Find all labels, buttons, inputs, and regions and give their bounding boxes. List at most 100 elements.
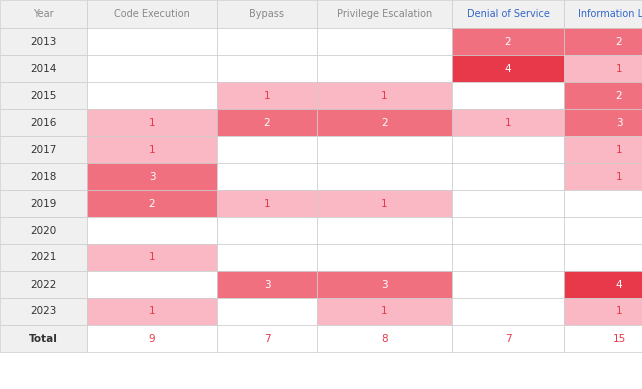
Bar: [0, 163, 87, 190]
Bar: [317, 325, 452, 352]
Text: 2016: 2016: [30, 117, 56, 128]
Text: 4: 4: [505, 63, 511, 74]
Bar: [87, 0, 217, 28]
Bar: [87, 163, 217, 190]
Text: 2017: 2017: [30, 144, 56, 154]
Bar: [0, 82, 87, 109]
Text: 2013: 2013: [30, 37, 56, 47]
Bar: [0, 190, 87, 217]
Text: 2014: 2014: [30, 63, 56, 74]
Bar: [217, 136, 317, 163]
Bar: [87, 271, 217, 298]
Bar: [317, 136, 452, 163]
Text: 3: 3: [381, 280, 388, 289]
Text: 1: 1: [264, 91, 270, 100]
Bar: [564, 325, 642, 352]
Text: 4: 4: [616, 280, 622, 289]
Bar: [0, 217, 87, 244]
Text: Denial of Service: Denial of Service: [467, 9, 550, 19]
Text: 1: 1: [149, 307, 155, 317]
Bar: [217, 298, 317, 325]
Bar: [217, 325, 317, 352]
Bar: [452, 163, 564, 190]
Bar: [0, 136, 87, 163]
Bar: [217, 109, 317, 136]
Text: 1: 1: [149, 117, 155, 128]
Text: 1: 1: [264, 198, 270, 209]
Text: 2022: 2022: [30, 280, 56, 289]
Bar: [0, 109, 87, 136]
Bar: [452, 55, 564, 82]
Bar: [317, 55, 452, 82]
Bar: [87, 298, 217, 325]
Text: 2: 2: [149, 198, 155, 209]
Bar: [317, 82, 452, 109]
Bar: [564, 109, 642, 136]
Bar: [317, 217, 452, 244]
Bar: [217, 163, 317, 190]
Text: 1: 1: [149, 144, 155, 154]
Bar: [87, 217, 217, 244]
Bar: [452, 82, 564, 109]
Text: 2: 2: [616, 91, 622, 100]
Bar: [317, 244, 452, 271]
Bar: [564, 28, 642, 55]
Bar: [564, 163, 642, 190]
Text: 1: 1: [616, 144, 622, 154]
Bar: [317, 190, 452, 217]
Bar: [0, 55, 87, 82]
Text: 2018: 2018: [30, 172, 56, 182]
Bar: [452, 298, 564, 325]
Text: Bypass: Bypass: [250, 9, 284, 19]
Bar: [452, 0, 564, 28]
Bar: [452, 136, 564, 163]
Bar: [564, 244, 642, 271]
Bar: [452, 217, 564, 244]
Text: 2020: 2020: [30, 226, 56, 235]
Bar: [317, 271, 452, 298]
Bar: [317, 0, 452, 28]
Text: 7: 7: [264, 333, 270, 343]
Bar: [87, 109, 217, 136]
Bar: [87, 28, 217, 55]
Bar: [452, 325, 564, 352]
Bar: [452, 244, 564, 271]
Bar: [217, 28, 317, 55]
Text: 1: 1: [381, 307, 388, 317]
Text: 2: 2: [264, 117, 270, 128]
Text: Information Leak: Information Leak: [578, 9, 642, 19]
Text: Total: Total: [29, 333, 58, 343]
Text: 2: 2: [505, 37, 511, 47]
Bar: [564, 298, 642, 325]
Text: 1: 1: [381, 198, 388, 209]
Text: 3: 3: [264, 280, 270, 289]
Bar: [317, 109, 452, 136]
Bar: [564, 82, 642, 109]
Bar: [564, 136, 642, 163]
Bar: [87, 190, 217, 217]
Text: 1: 1: [616, 63, 622, 74]
Bar: [317, 298, 452, 325]
Text: Code Execution: Code Execution: [114, 9, 190, 19]
Text: 9: 9: [149, 333, 155, 343]
Bar: [317, 163, 452, 190]
Bar: [0, 271, 87, 298]
Text: 1: 1: [616, 307, 622, 317]
Text: 2021: 2021: [30, 252, 56, 263]
Bar: [317, 28, 452, 55]
Text: 7: 7: [505, 333, 511, 343]
Text: 2: 2: [381, 117, 388, 128]
Bar: [87, 82, 217, 109]
Text: 1: 1: [616, 172, 622, 182]
Text: 3: 3: [616, 117, 622, 128]
Bar: [0, 28, 87, 55]
Text: 15: 15: [612, 333, 625, 343]
Bar: [564, 271, 642, 298]
Text: 1: 1: [381, 91, 388, 100]
Text: 1: 1: [149, 252, 155, 263]
Bar: [0, 244, 87, 271]
Bar: [217, 217, 317, 244]
Bar: [564, 217, 642, 244]
Bar: [87, 136, 217, 163]
Bar: [452, 271, 564, 298]
